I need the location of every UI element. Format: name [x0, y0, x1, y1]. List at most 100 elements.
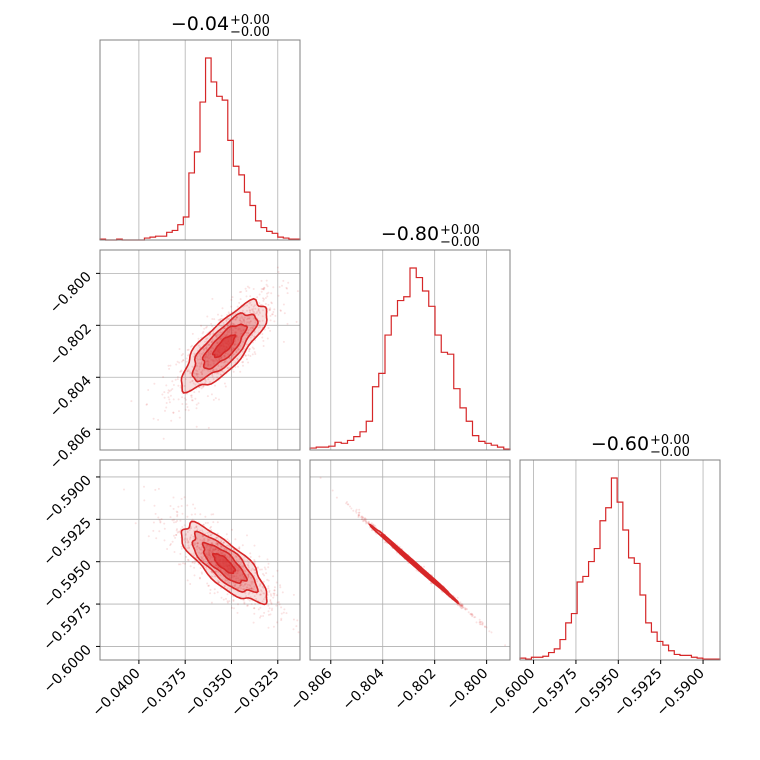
sample-point — [251, 353, 254, 356]
sample-point — [483, 625, 486, 628]
sample-point — [178, 416, 181, 419]
sample-point — [211, 297, 214, 300]
sample-point — [259, 312, 261, 314]
sample-point — [163, 527, 166, 530]
sample-point — [282, 340, 285, 343]
sample-point — [223, 382, 226, 385]
sample-point — [261, 336, 264, 339]
sample-point — [221, 335, 224, 338]
sample-point — [261, 319, 264, 322]
sample-point — [204, 347, 207, 349]
sample-point — [251, 346, 254, 349]
sample-point — [215, 368, 218, 371]
sample-point — [364, 518, 367, 521]
sample-point — [187, 348, 190, 351]
sample-point — [261, 333, 264, 335]
sample-point — [221, 370, 224, 373]
sample-point — [270, 302, 273, 305]
sample-point — [254, 353, 257, 355]
sample-point — [177, 384, 180, 387]
sample-point — [162, 437, 165, 440]
sample-point — [247, 329, 250, 332]
title-param-1: −0.80 — [381, 223, 439, 245]
sample-point — [174, 536, 177, 539]
sample-point — [186, 370, 189, 373]
sample-point — [252, 327, 254, 330]
sample-point — [172, 507, 175, 510]
sample-point — [237, 338, 240, 341]
sample-point — [292, 593, 295, 596]
sample-point — [222, 321, 225, 324]
sample-point — [216, 341, 219, 344]
sample-point — [372, 523, 375, 526]
sample-point — [159, 521, 162, 524]
sample-point — [209, 588, 212, 591]
sample-point — [181, 512, 184, 515]
sample-point — [207, 343, 210, 346]
sample-point — [269, 613, 272, 616]
sample-point — [168, 367, 171, 370]
sample-point — [230, 348, 233, 351]
sample-point — [223, 355, 226, 358]
sample-point — [173, 518, 175, 521]
sample-point — [222, 598, 225, 601]
sample-point — [292, 618, 295, 621]
sample-point — [263, 288, 265, 291]
sample-point — [228, 328, 231, 331]
sample-point — [186, 349, 189, 351]
sample-point — [230, 349, 233, 352]
sample-point — [190, 394, 193, 397]
sample-point — [200, 371, 203, 374]
sample-point — [195, 407, 198, 410]
sample-point — [248, 328, 251, 331]
sample-point — [134, 522, 137, 525]
sample-point — [281, 591, 284, 594]
sample-point — [206, 356, 209, 359]
sample-point — [234, 339, 237, 342]
sample-point — [232, 347, 235, 350]
sample-point — [259, 615, 262, 618]
sample-point — [475, 621, 478, 624]
sample-point — [176, 376, 179, 378]
sample-point — [202, 351, 205, 354]
sample-point — [262, 309, 264, 312]
sample-point — [257, 307, 260, 310]
sample-point — [201, 373, 204, 376]
sample-point — [187, 559, 190, 562]
sample-point — [275, 604, 278, 607]
sample-point — [279, 584, 282, 587]
sample-point — [211, 346, 214, 349]
sample-point — [194, 383, 197, 386]
sample-point — [232, 314, 234, 316]
sample-point — [192, 382, 195, 385]
sample-point — [220, 357, 223, 360]
sample-point — [248, 348, 251, 351]
sample-point — [266, 578, 269, 581]
sample-point — [296, 619, 299, 622]
sample-point — [231, 355, 234, 358]
sample-point — [260, 279, 263, 282]
sample-point — [246, 534, 248, 537]
sample-point — [241, 544, 244, 547]
sample-point — [168, 398, 171, 401]
sample-point — [186, 406, 189, 408]
sample-point — [205, 346, 208, 349]
sample-point — [266, 558, 269, 561]
sample-point — [195, 425, 198, 428]
sample-point — [204, 355, 207, 358]
sample-point — [362, 516, 365, 519]
sample-point — [253, 544, 256, 547]
sample-point — [253, 317, 255, 320]
sample-point — [218, 398, 220, 401]
sample-point — [219, 318, 222, 321]
sample-point — [183, 524, 186, 527]
sample-point — [182, 359, 185, 362]
sample-point — [243, 318, 245, 321]
sample-point — [473, 616, 476, 619]
sample-point — [286, 322, 289, 325]
sample-point — [179, 386, 182, 389]
sample-point — [204, 382, 206, 385]
sample-point — [204, 378, 207, 381]
sample-point — [214, 384, 216, 387]
